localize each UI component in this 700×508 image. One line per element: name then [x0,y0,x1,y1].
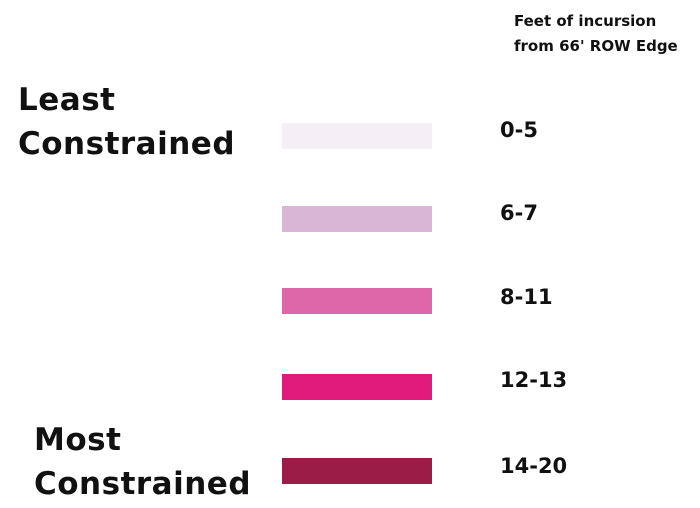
legend-range-8-11: 8-11 [500,285,553,309]
legend-range-0-5: 0-5 [500,118,538,142]
least-constrained-label: Least Constrained [18,78,235,166]
most-constrained-label: Most Constrained [34,418,251,506]
legend-range-12-13: 12-13 [500,368,568,392]
least-constrained-line2: Constrained [18,126,236,162]
legend-swatch-14-20 [282,458,432,484]
legend-swatch-0-5 [282,123,432,149]
legend-range-14-20: 14-20 [500,454,568,478]
most-constrained-line2: Constrained [34,466,252,502]
legend-swatch-12-13 [282,374,432,400]
legend-range-6-7: 6-7 [500,201,538,225]
legend-header-line2: from 66' ROW Edge [514,37,678,55]
least-constrained-line1: Least [18,82,116,118]
legend-header: Feet of incursion from 66' ROW Edge [514,9,678,59]
legend-swatch-8-11 [282,288,432,314]
legend-header-line1: Feet of incursion [514,12,657,30]
legend-swatch-6-7 [282,206,432,232]
most-constrained-line1: Most [34,422,122,458]
